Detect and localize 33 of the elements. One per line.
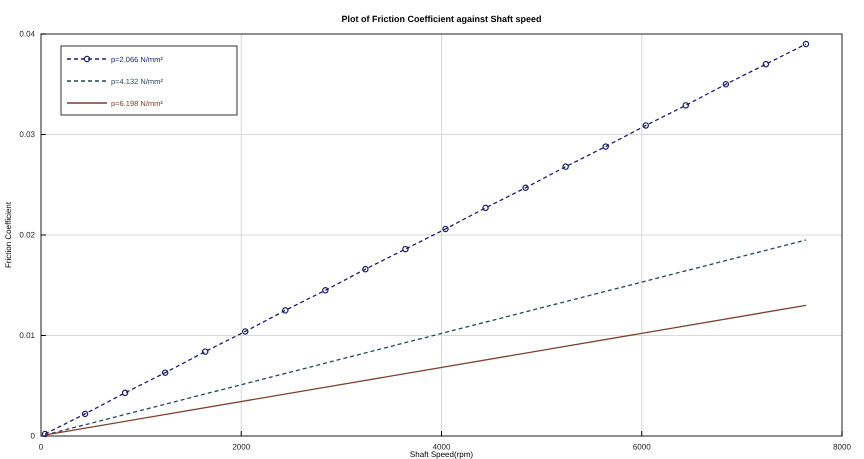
point [522, 184, 529, 192]
x-tick-label: 6000 [632, 442, 652, 452]
y-axis-title: Friction Coefficient [4, 201, 13, 268]
point [362, 266, 369, 272]
point [322, 287, 329, 294]
y-tick-label: 0.04 [19, 30, 36, 39]
point [802, 40, 810, 48]
y-tick-label: 0 [30, 432, 36, 441]
point [562, 163, 569, 170]
y-tick-label: 0.03 [19, 130, 36, 140]
point [82, 410, 88, 418]
y-tick-label: 0.02 [19, 230, 36, 240]
point [42, 430, 48, 438]
point [202, 348, 208, 355]
x-axis-title: Shaft Speed(rpm) [410, 450, 474, 459]
point [762, 60, 770, 68]
point [242, 328, 248, 335]
y-tick-label: 0.01 [19, 331, 36, 340]
point [162, 369, 168, 376]
point [722, 81, 730, 88]
point [402, 246, 409, 252]
point [482, 204, 489, 212]
point [602, 143, 609, 150]
point [122, 390, 128, 396]
chart-title: Plot of Friction Coefficient against Shaft speed [341, 14, 542, 24]
point [282, 307, 289, 314]
x-tick-label: 8000 [833, 442, 852, 452]
x-tick-label: 0 [38, 442, 44, 452]
point [642, 122, 649, 129]
point [682, 102, 690, 109]
x-tick-label: 4000 [432, 442, 451, 452]
point [442, 226, 449, 232]
x-tick-label: 2000 [232, 442, 251, 452]
